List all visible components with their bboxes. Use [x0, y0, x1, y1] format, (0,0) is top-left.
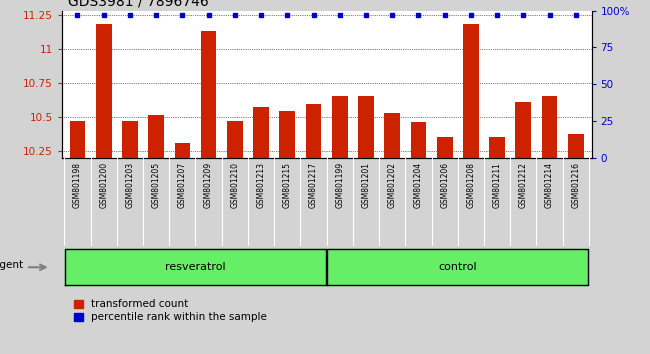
Text: GSM801208: GSM801208: [466, 162, 475, 208]
Text: GSM801210: GSM801210: [230, 162, 239, 208]
Bar: [280, 111, 295, 158]
Bar: [148, 115, 164, 158]
Text: GDS3981 / 7896746: GDS3981 / 7896746: [68, 0, 209, 9]
Bar: [96, 24, 112, 158]
Bar: [174, 143, 190, 158]
Text: GSM801217: GSM801217: [309, 162, 318, 208]
Text: resveratrol: resveratrol: [165, 262, 226, 272]
Text: GSM801198: GSM801198: [73, 162, 82, 208]
Text: GSM801215: GSM801215: [283, 162, 292, 208]
Text: GSM801200: GSM801200: [99, 162, 108, 208]
Text: GSM801199: GSM801199: [335, 162, 345, 208]
Text: GSM801206: GSM801206: [440, 162, 449, 208]
Text: control: control: [439, 262, 477, 272]
Bar: [70, 121, 85, 158]
Bar: [489, 137, 505, 158]
Bar: [358, 96, 374, 158]
Bar: [201, 31, 216, 158]
Text: GSM801205: GSM801205: [151, 162, 161, 208]
Bar: [332, 96, 348, 158]
Text: GSM801209: GSM801209: [204, 162, 213, 208]
Bar: [437, 137, 452, 158]
Text: agent: agent: [0, 260, 23, 270]
Text: GSM801204: GSM801204: [414, 162, 423, 208]
Text: GSM801212: GSM801212: [519, 162, 528, 208]
Bar: [384, 113, 400, 158]
Legend: transformed count, percentile rank within the sample: transformed count, percentile rank withi…: [70, 295, 271, 326]
Bar: [515, 102, 531, 158]
Text: GSM801203: GSM801203: [125, 162, 135, 208]
Bar: [306, 104, 321, 158]
Bar: [254, 107, 269, 158]
Bar: [541, 96, 558, 158]
Text: GSM801207: GSM801207: [178, 162, 187, 208]
Bar: [463, 24, 479, 158]
Bar: [568, 135, 584, 158]
Text: GSM801213: GSM801213: [257, 162, 266, 208]
Bar: [227, 121, 242, 158]
Bar: [411, 122, 426, 158]
Text: GSM801214: GSM801214: [545, 162, 554, 208]
Text: GSM801201: GSM801201: [361, 162, 370, 208]
Text: GSM801216: GSM801216: [571, 162, 580, 208]
Text: GSM801211: GSM801211: [493, 162, 502, 208]
Bar: [122, 121, 138, 158]
Text: GSM801202: GSM801202: [387, 162, 396, 208]
